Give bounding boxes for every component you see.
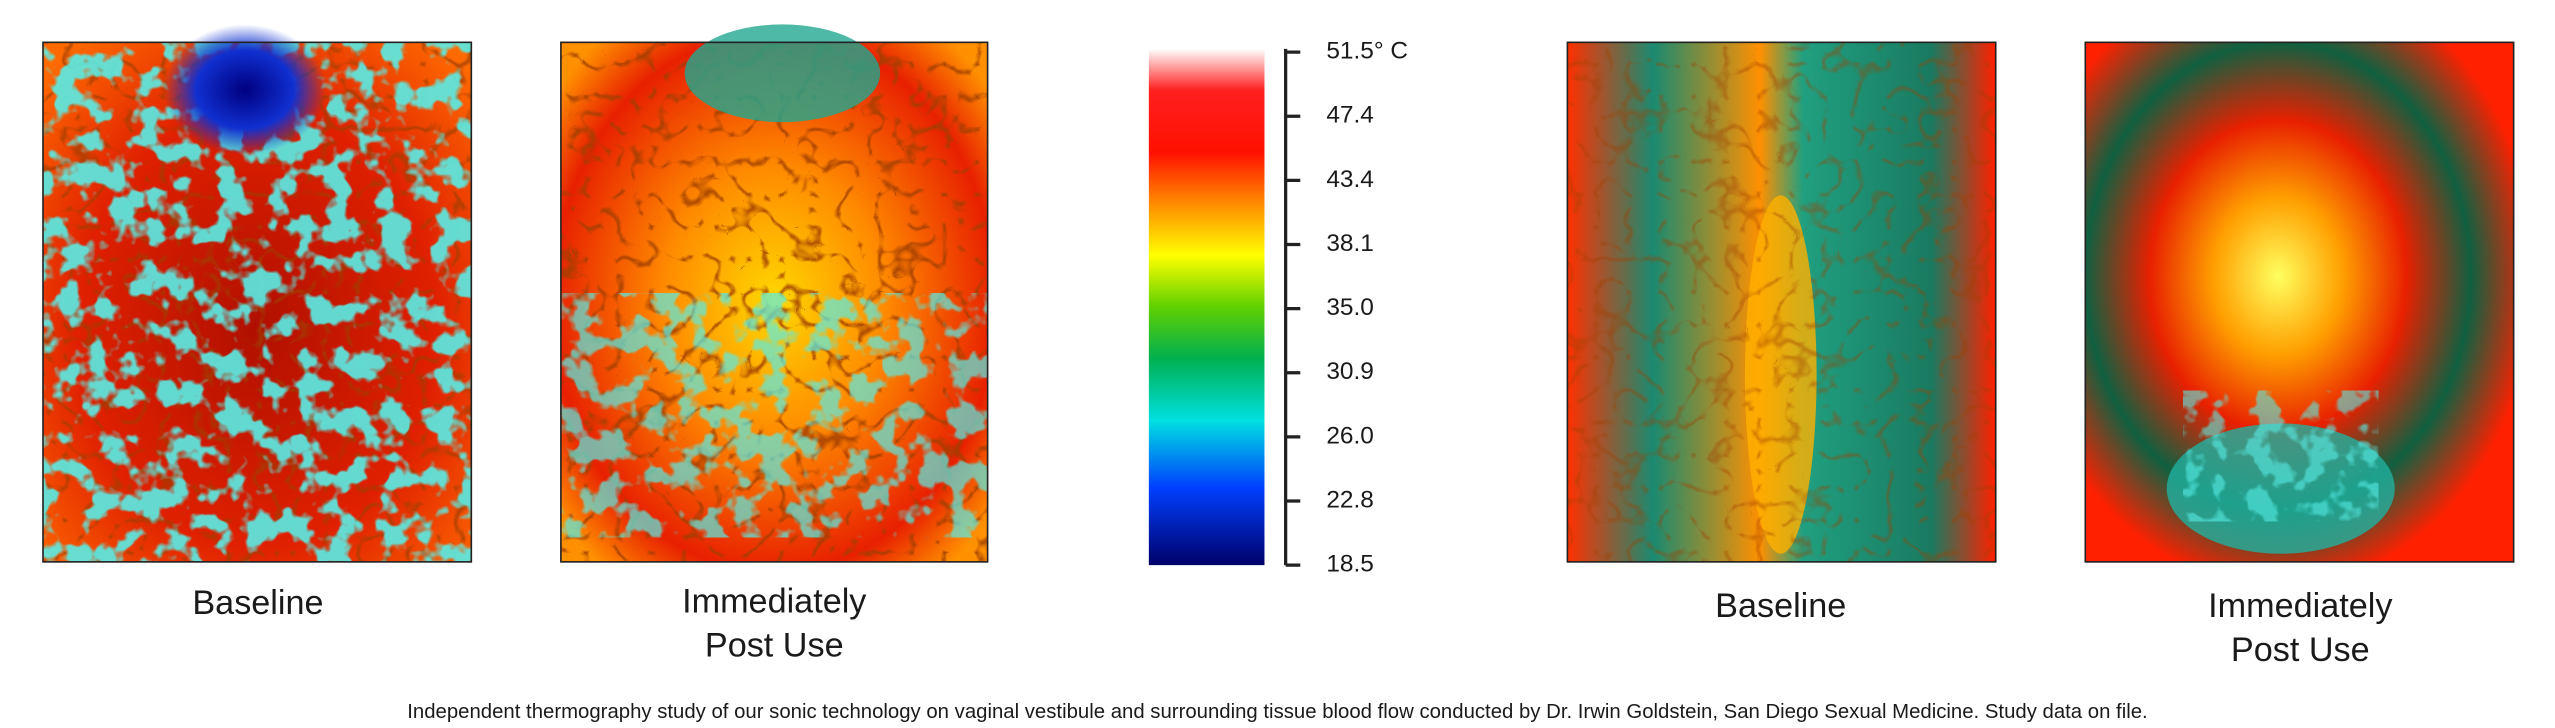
scale-tick-label: 18.5 bbox=[1326, 551, 1374, 578]
panel-label: Baseline bbox=[1715, 587, 1846, 625]
thermal-image bbox=[1566, 41, 1997, 563]
color-scale bbox=[1148, 48, 1265, 566]
scale-tick-label: 43.4 bbox=[1326, 166, 1374, 193]
scale-tick-label: 30.9 bbox=[1326, 358, 1374, 385]
scale-tick-label: 26.0 bbox=[1326, 422, 1374, 449]
scale-tick-label: 51.5° C bbox=[1326, 38, 1408, 65]
panel-label: Immediately bbox=[2208, 587, 2393, 625]
panel-label: Immediately bbox=[682, 582, 867, 620]
scale-tick-label: 38.1 bbox=[1326, 230, 1374, 257]
caption: Independent thermography study of our so… bbox=[407, 701, 2147, 723]
panel-label: Post Use bbox=[705, 626, 844, 664]
panel-label: Post Use bbox=[2231, 631, 2370, 669]
thermal-image bbox=[42, 24, 473, 563]
thermal-image bbox=[2084, 41, 2515, 563]
thermal-image bbox=[560, 24, 989, 563]
scale-tick-label: 35.0 bbox=[1326, 294, 1374, 321]
scale-tick-label: 22.8 bbox=[1326, 486, 1374, 513]
scale-tick-label: 47.4 bbox=[1326, 102, 1374, 129]
panel-label: Baseline bbox=[192, 584, 323, 622]
